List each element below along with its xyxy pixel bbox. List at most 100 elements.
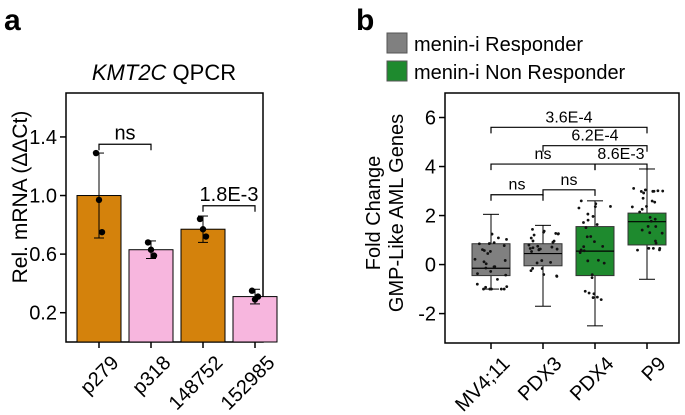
jitter-point — [586, 218, 590, 222]
jitter-point — [542, 229, 546, 233]
jitter-point — [587, 291, 591, 295]
jitter-point — [656, 189, 660, 193]
data-point — [144, 239, 152, 246]
jitter-point — [496, 236, 500, 240]
jitter-point — [590, 273, 594, 277]
jitter-point — [595, 295, 599, 299]
data-point — [199, 226, 207, 233]
chart-a-y-tick-label: 0.6 — [29, 244, 57, 266]
significance-bracket — [98, 143, 152, 151]
significance-label: ns — [561, 172, 578, 189]
jitter-point — [593, 205, 597, 209]
jitter-point — [538, 247, 542, 251]
jitter-point — [596, 258, 600, 262]
x-label-PDX4: PDX4 — [566, 353, 619, 406]
jitter-point — [484, 262, 488, 266]
jitter-point — [531, 246, 535, 250]
significance-bracket — [542, 189, 596, 196]
jitter-point — [582, 245, 586, 249]
jitter-point — [649, 219, 653, 223]
data-point — [254, 293, 262, 300]
jitter-point — [529, 269, 533, 273]
jitter-point — [499, 287, 503, 291]
x-label-p279: p279 — [76, 352, 123, 399]
jitter-point — [540, 267, 544, 270]
jitter-point — [651, 247, 655, 250]
jitter-point — [590, 276, 594, 280]
jitter-point — [632, 186, 636, 190]
jitter-point — [636, 248, 639, 252]
jitter-point — [650, 199, 654, 203]
jitter-point — [554, 232, 558, 235]
jitter-point — [609, 205, 612, 208]
jitter-point — [601, 244, 605, 248]
significance-bracket — [594, 163, 648, 171]
chart-b-y-tick-label: 6 — [425, 108, 436, 130]
jitter-point — [489, 250, 492, 253]
jitter-point — [529, 236, 533, 240]
jitter-point — [503, 259, 507, 262]
data-point — [92, 149, 100, 157]
jitter-point — [586, 259, 590, 263]
x-label-152985: 152985 — [217, 352, 280, 415]
significance-bracket — [490, 163, 596, 171]
jitter-point — [595, 223, 599, 226]
bar-chart-kmt2c-qpcr: KMT2C QPCR Rel. mRNA (ΔΔCt) 0.2 0.6 1.0 1.4… — [9, 60, 279, 415]
legend-label-non-responder: menin-i Non Responder — [414, 62, 626, 84]
data-point — [98, 228, 106, 236]
jitter-point — [660, 231, 664, 235]
jitter-point — [486, 252, 490, 255]
chart-b-y-axis-label-line2: GMP-Like AML Genes — [386, 114, 408, 312]
x-label-148752: 148752 — [165, 352, 228, 415]
jitter-point — [586, 212, 590, 216]
jitter-point — [505, 285, 509, 289]
jitter-point — [542, 273, 546, 276]
significance-label: 3.6E-4 — [545, 109, 592, 126]
jitter-point — [589, 235, 593, 238]
jitter-point — [578, 251, 582, 254]
chart-b-y-tick-label: 0 — [425, 255, 436, 277]
panel-label-b: b — [356, 4, 374, 37]
chart-a-y-tick-label: 1.4 — [29, 127, 57, 149]
jitter-point — [535, 261, 539, 265]
chart-a-y-tick-label: 0.2 — [29, 303, 57, 325]
jitter-point — [642, 191, 646, 195]
jitter-point — [482, 287, 485, 291]
jitter-point — [502, 244, 506, 247]
jitter-point — [536, 244, 540, 248]
jitter-point — [582, 221, 585, 224]
significance-bracket — [490, 126, 648, 134]
jitter-point — [484, 266, 488, 270]
jitter-point — [641, 196, 645, 200]
jitter-point — [489, 270, 493, 273]
jitter-point — [492, 241, 496, 245]
jitter-point — [661, 189, 665, 193]
significance-label: 8.6E-3 — [597, 146, 644, 163]
x-label-PDX3: PDX3 — [514, 353, 567, 406]
jitter-point — [577, 206, 581, 210]
x-label-MV4;11: MV4;11 — [451, 353, 514, 415]
chart-b-y-tick-label: 4 — [425, 157, 436, 179]
chart-b-y-axis-label-line1: Fold Change — [363, 156, 385, 271]
jitter-point — [648, 216, 652, 219]
jitter-point — [531, 227, 534, 231]
box-plot-gmp-like-aml-genes: menin-i Responder menin-i Non Responder … — [363, 32, 680, 415]
jitter-point — [504, 273, 508, 277]
jitter-point — [475, 282, 479, 286]
jitter-point — [532, 233, 536, 237]
significance-label: 6.2E-4 — [571, 128, 618, 145]
jitter-point — [640, 228, 644, 232]
jitter-point — [630, 205, 634, 209]
jitter-point — [648, 231, 652, 235]
jitter-point — [488, 287, 492, 291]
jitter-point — [531, 239, 535, 243]
jitter-point — [492, 265, 496, 269]
jitter-point — [647, 246, 651, 250]
jitter-point — [653, 200, 657, 204]
jitter-point — [527, 243, 531, 247]
jitter-point — [481, 248, 484, 252]
jitter-point — [556, 232, 560, 236]
legend-label-responder: menin-i Responder — [414, 34, 583, 56]
jitter-point — [484, 285, 488, 289]
